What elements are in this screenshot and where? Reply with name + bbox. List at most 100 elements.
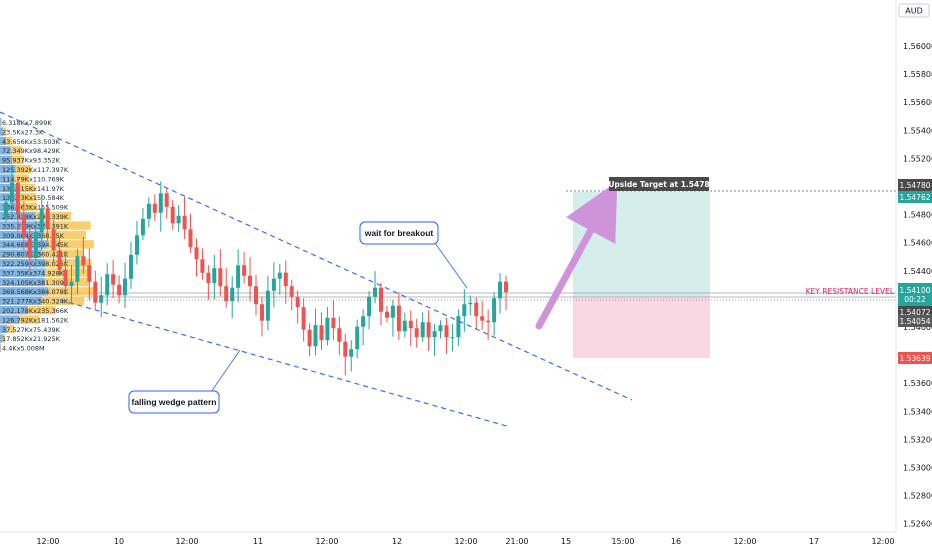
price-label: 1.55400	[903, 126, 932, 135]
candle	[260, 296, 264, 337]
candle	[45, 201, 50, 242]
candle	[283, 260, 288, 305]
time-label: 12	[392, 537, 402, 546]
tag-countdown: 00:22	[904, 295, 926, 304]
candle	[10, 164, 14, 218]
upside-target-label: Upside Target at 1.5478	[608, 180, 709, 189]
upside-target-tag[interactable]: Upside Target at 1.5478	[608, 177, 710, 191]
tag-level-3: 1.54054	[899, 317, 930, 326]
candle	[33, 221, 38, 268]
price-label: 1.54400	[903, 267, 932, 276]
time-axis[interactable]: 12:00 10 12:00 11 12:00 12 12:00 21:00 15 15:00 16…	[0, 531, 896, 546]
wedge-callout[interactable]: falling wedge pattern	[128, 349, 241, 414]
profile-label: 4.4Kx5.008M	[2, 345, 45, 353]
candle	[123, 262, 127, 309]
candle	[164, 188, 169, 219]
candle	[200, 248, 205, 280]
candle	[176, 205, 181, 232]
candle	[57, 237, 62, 276]
profile-row: 6.318Kx7.899K	[0, 118, 52, 127]
candle	[402, 312, 407, 338]
candle	[188, 213, 193, 253]
wait-callout[interactable]: wait for breakout	[359, 221, 468, 289]
time-label: 17	[809, 537, 819, 546]
profile-row: 114.79Kx110.769K	[0, 174, 65, 183]
price-label: 1.54600	[903, 239, 932, 248]
candle	[343, 333, 348, 376]
candle	[242, 251, 247, 284]
profile-label: 114.79Kx110.769K	[2, 175, 65, 183]
candle	[498, 273, 502, 314]
profile-label: 136.663Kx155.509K	[2, 204, 69, 212]
profile-label: 43.656Kx53.503K	[2, 138, 61, 146]
profile-row: 134.515Kx141.97K	[0, 183, 65, 193]
upside-arrow[interactable]	[535, 181, 618, 330]
price-axis[interactable]: AUD 1.56000 1.55800 1.55600 1.55400 1.55200 1…	[895, 0, 932, 532]
stop-zone[interactable]	[573, 298, 710, 358]
price-label: 1.55800	[903, 70, 932, 79]
profile-row: 125.392Kx117.397K	[0, 165, 69, 174]
profile-row: 335.279Kx376.391K	[0, 221, 91, 230]
price-label: 1.55600	[903, 98, 932, 107]
currency-label: AUD	[905, 7, 923, 16]
candlestick-series	[4, 164, 508, 376]
time-label: 12:00	[733, 537, 756, 546]
candle	[319, 312, 324, 350]
candle	[140, 208, 145, 241]
candle	[69, 264, 74, 303]
profile-row: 37.527Kx75.439K	[0, 324, 61, 334]
profile-row: 309.064Kx368.35K	[0, 230, 87, 240]
candle	[325, 307, 330, 346]
time-label: 12:00	[36, 537, 59, 546]
candle	[129, 241, 133, 289]
time-label: 15	[561, 537, 571, 546]
target-zone[interactable]	[573, 192, 710, 298]
candle	[146, 197, 151, 228]
candle	[432, 324, 437, 356]
candle	[265, 275, 270, 331]
candle	[444, 317, 449, 354]
profile-row: 17.852Kx21.925K	[0, 334, 61, 343]
candle	[355, 319, 360, 359]
profile-label: 37.527Kx75.439K	[2, 326, 61, 334]
price-label: 1.54000	[903, 323, 932, 332]
candle	[462, 289, 467, 332]
candle	[301, 298, 306, 342]
profile-label: 136.23Kx150.584K	[2, 194, 65, 202]
candle	[15, 177, 20, 232]
candle	[414, 318, 419, 348]
price-label: 1.56000	[903, 42, 932, 51]
profile-label: 6.318Kx7.899K	[2, 119, 52, 127]
candle	[289, 279, 294, 311]
candle	[152, 194, 157, 221]
candle	[93, 270, 98, 310]
wedge-lower-line[interactable]	[59, 299, 511, 428]
wedge-upper-line[interactable]	[0, 111, 633, 401]
time-label: 16	[671, 537, 681, 546]
candle	[4, 197, 8, 222]
tag-level-2: 1.54072	[899, 308, 930, 317]
price-label: 1.53000	[903, 464, 932, 473]
profile-row: 43.656Kx53.503K	[0, 136, 61, 146]
profile-label: 337.35Kx374.928K	[2, 269, 65, 277]
wedge-label: falling wedge pattern	[131, 397, 216, 407]
time-label: 11	[253, 537, 263, 546]
profile-row: 337.35Kx374.928K	[0, 268, 91, 277]
candle	[51, 219, 56, 263]
candle	[361, 309, 366, 346]
candle	[224, 267, 229, 308]
candle	[307, 323, 312, 357]
candle	[474, 297, 479, 330]
wait-label: wait for breakout	[364, 228, 434, 238]
candle	[75, 249, 80, 294]
candle	[396, 292, 401, 340]
profile-label: 95.937Kx93.352K	[2, 157, 61, 165]
time-label: 12:00	[454, 537, 477, 546]
profile-row: 202.178Kx235.366K	[0, 306, 69, 315]
candle	[182, 196, 187, 239]
profile-label: 369.568Kx384.078K	[2, 288, 69, 296]
candle	[194, 238, 199, 277]
candle	[337, 316, 342, 355]
profile-label: 72.349Kx98.429K	[2, 147, 61, 155]
